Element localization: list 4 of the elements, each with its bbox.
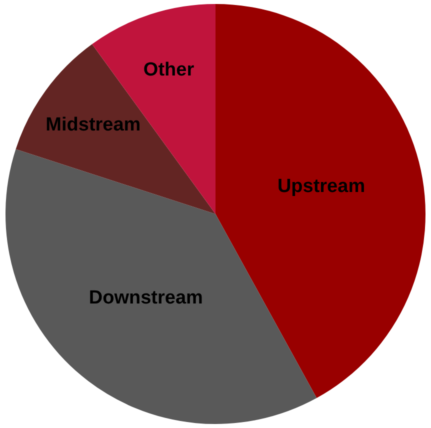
slice-label: Other (143, 59, 195, 80)
slice-label: Midstream (46, 114, 141, 136)
slice-label: Upstream (277, 176, 366, 198)
slice-label: Downstream (88, 287, 203, 308)
